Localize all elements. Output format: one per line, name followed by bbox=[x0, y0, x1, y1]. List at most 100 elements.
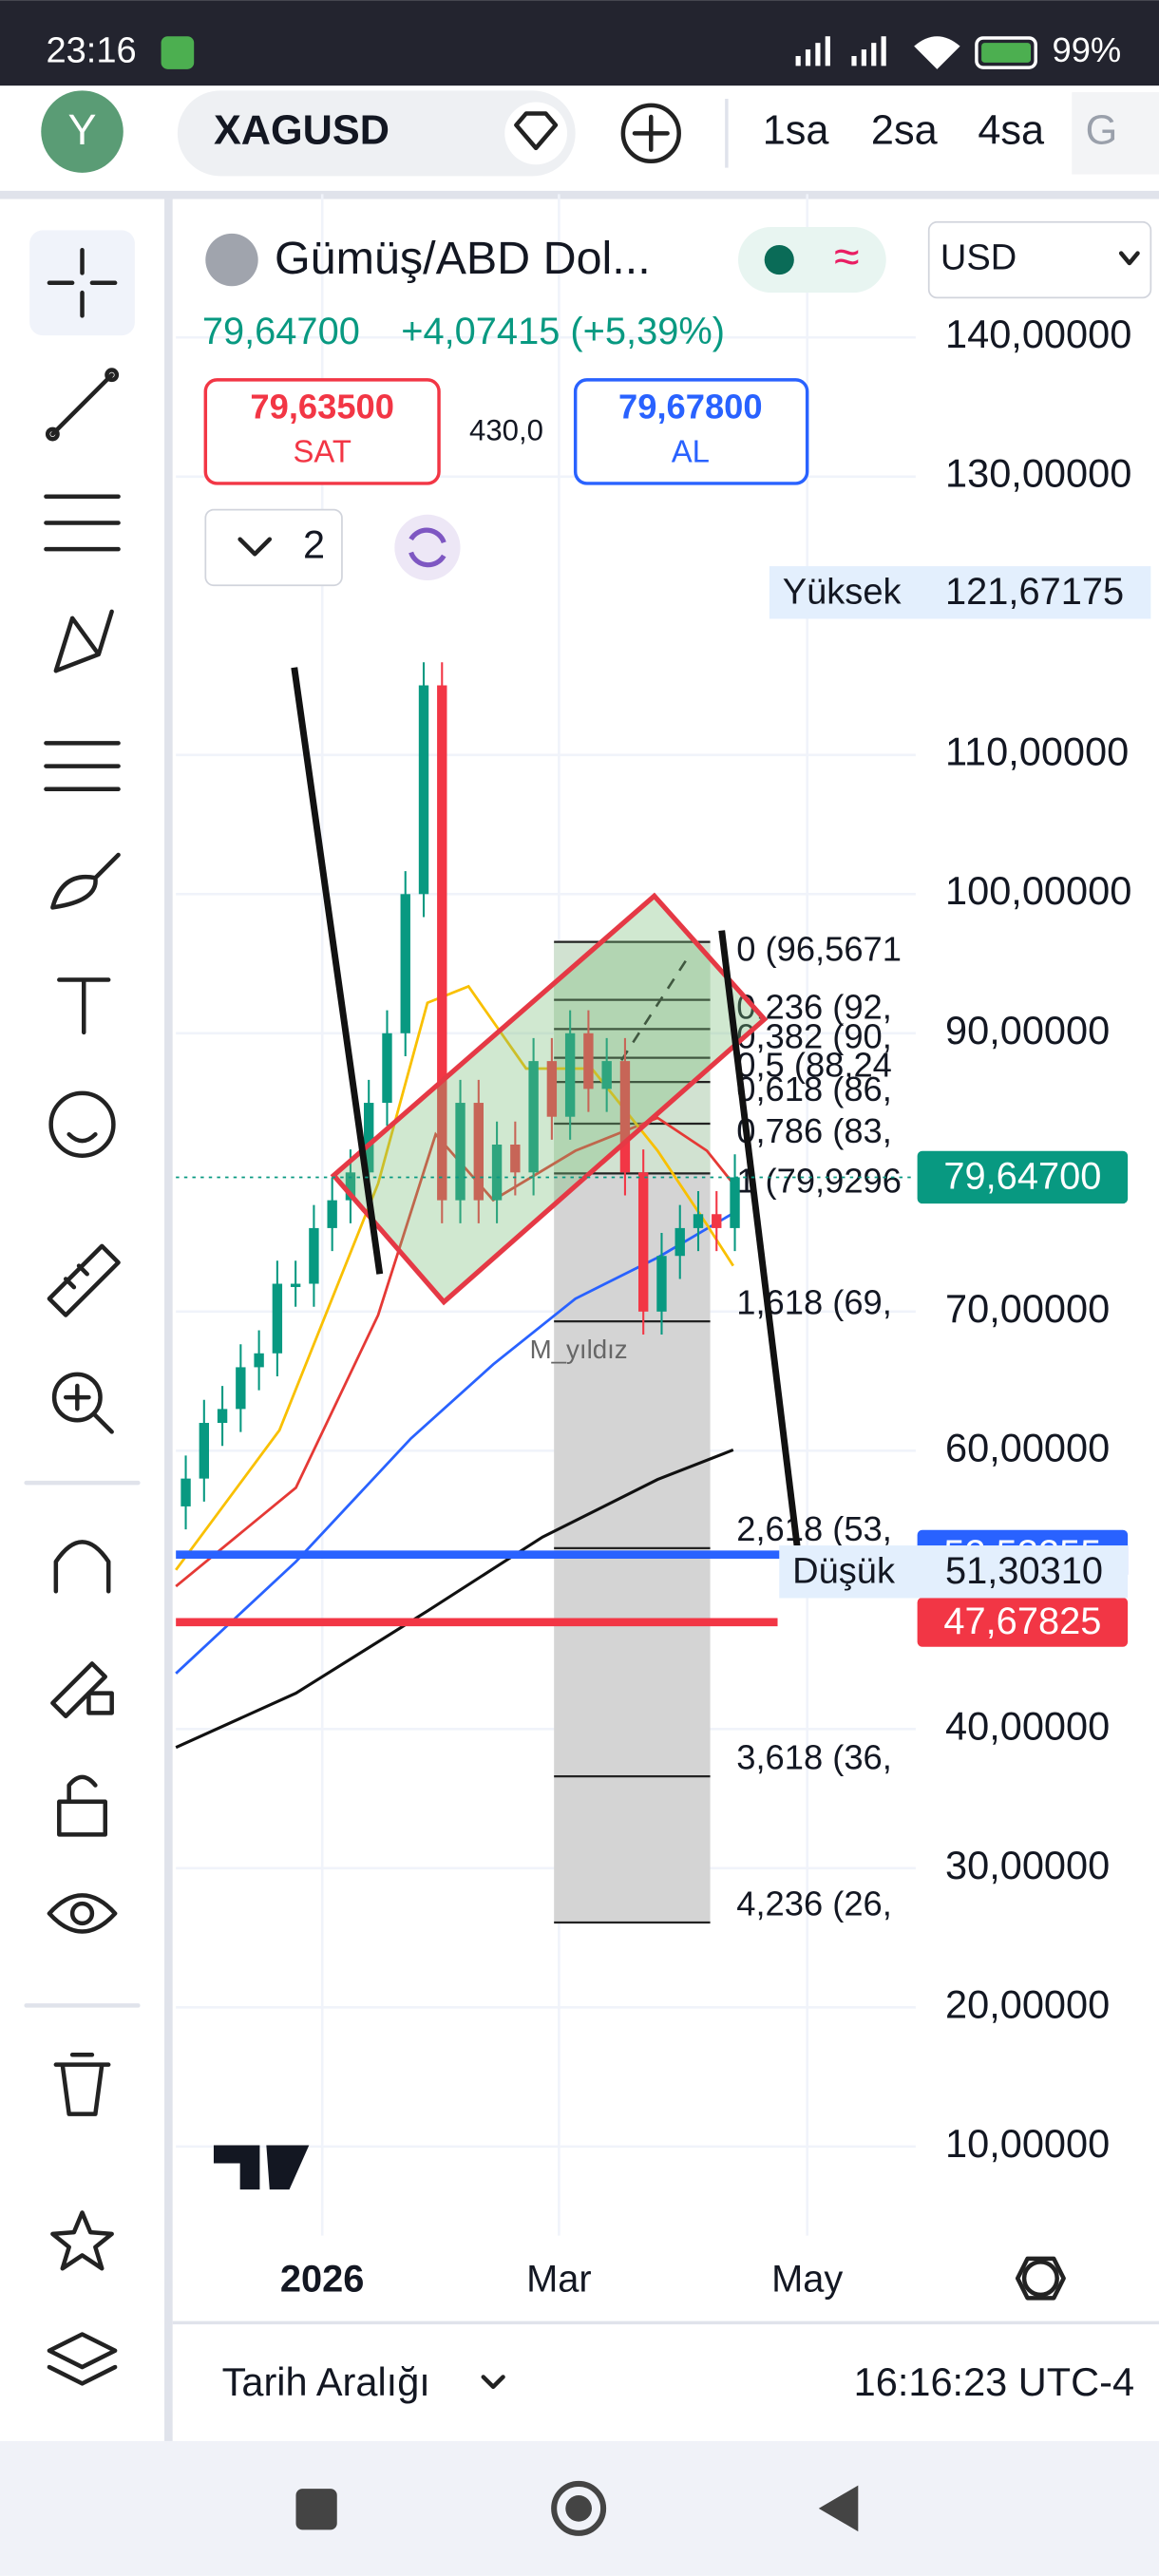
candle bbox=[712, 1214, 722, 1228]
fib-label: 0,5 (88,24 bbox=[736, 1046, 892, 1085]
y-tick-label: 20,00000 bbox=[945, 1981, 1110, 2026]
signal-icons bbox=[795, 36, 1037, 69]
buy-label: AL bbox=[672, 433, 710, 468]
layout-toggle[interactable] bbox=[204, 508, 343, 587]
candle bbox=[437, 685, 447, 1201]
fib-label: 1 (79,9296 bbox=[736, 1161, 902, 1200]
chevron bbox=[1118, 251, 1140, 266]
candle bbox=[510, 1145, 521, 1173]
clock: 23:16 bbox=[46, 31, 136, 71]
trend-line bbox=[291, 667, 384, 1275]
candle bbox=[290, 1283, 301, 1287]
y-tick-label: 130,00000 bbox=[945, 451, 1131, 496]
date-range[interactable]: Tarih Aralığı bbox=[222, 2359, 430, 2404]
candle bbox=[491, 1145, 503, 1201]
toolbar-divider bbox=[164, 199, 173, 2441]
candle bbox=[564, 1032, 576, 1117]
candle bbox=[254, 1353, 264, 1368]
x-axis: 2026 Mar May bbox=[280, 2259, 843, 2301]
plus-icon bbox=[632, 114, 670, 152]
interval-fade bbox=[1072, 92, 1159, 175]
price-tag bbox=[917, 1150, 1129, 1204]
candle bbox=[730, 1177, 740, 1228]
ma-black bbox=[175, 1449, 734, 1750]
chevron bbox=[238, 537, 273, 557]
back-button[interactable] bbox=[818, 2485, 859, 2532]
market-open-dot bbox=[764, 245, 794, 275]
settings-button[interactable] bbox=[1021, 2260, 1059, 2298]
candle bbox=[674, 1227, 685, 1257]
replay-icon bbox=[408, 527, 446, 568]
fib-label: 0 (96,5671 bbox=[736, 930, 902, 969]
fib-label: 0,786 (83, bbox=[736, 1111, 892, 1150]
recent-apps[interactable] bbox=[295, 2489, 337, 2530]
intervals: 1sa 2sa 4sa G bbox=[763, 92, 1159, 175]
watermark-author: M_yıldız bbox=[530, 1335, 628, 1364]
candle bbox=[327, 1200, 337, 1228]
symbol-search[interactable] bbox=[177, 90, 576, 177]
fib-label: 0,618 (86, bbox=[736, 1070, 892, 1108]
price-tag-label: 79,64700 bbox=[943, 1156, 1101, 1198]
candle bbox=[364, 1103, 374, 1173]
buy-price: 79,67800 bbox=[618, 388, 763, 426]
x-tick-label: 2026 bbox=[280, 2259, 365, 2301]
spread: 430,0 bbox=[469, 413, 543, 446]
y-tick-label: 30,00000 bbox=[945, 1843, 1110, 1887]
add-button[interactable] bbox=[620, 103, 681, 163]
sell-button[interactable] bbox=[203, 378, 441, 485]
buy-button[interactable] bbox=[573, 378, 809, 485]
y-tick-label: 70,00000 bbox=[945, 1286, 1110, 1331]
interval[interactable]: 4sa bbox=[978, 108, 1045, 154]
y-tick-label: 10,00000 bbox=[945, 2121, 1110, 2166]
low-tag bbox=[779, 1545, 1129, 1599]
settings-icon bbox=[1015, 2256, 1066, 2301]
home-button[interactable] bbox=[551, 2480, 607, 2536]
fib-label: 3,618 (36, bbox=[736, 1737, 892, 1776]
y-tick-label: 140,00000 bbox=[945, 312, 1131, 356]
tradingview-logo bbox=[213, 2145, 310, 2190]
replay-button[interactable] bbox=[394, 514, 461, 581]
y-tick-label: 40,00000 bbox=[945, 1703, 1110, 1748]
fib-label: 4,236 (26, bbox=[736, 1884, 892, 1923]
candle bbox=[455, 1103, 466, 1201]
avatar[interactable] bbox=[41, 90, 124, 173]
price-tag bbox=[917, 1597, 1129, 1647]
diamond-icon bbox=[514, 111, 559, 151]
chart-title: Gümüş/ABD Dol... bbox=[275, 233, 651, 284]
candle bbox=[693, 1214, 704, 1228]
high-tag bbox=[769, 566, 1151, 619]
sell-label: SAT bbox=[293, 433, 351, 468]
y-tick-label: 60,00000 bbox=[945, 1425, 1110, 1469]
indicator-icon: ≈ bbox=[834, 231, 860, 282]
sell-price: 79,63500 bbox=[250, 388, 394, 426]
time-zone-clock: 16:16:23 UTC-4 bbox=[854, 2359, 1134, 2404]
drawing-tools bbox=[24, 247, 141, 2386]
candle bbox=[400, 894, 410, 1033]
candle bbox=[583, 1032, 594, 1089]
candle bbox=[309, 1227, 319, 1284]
candle bbox=[528, 1061, 539, 1173]
interval[interactable]: 2sa bbox=[871, 108, 939, 154]
currency: USD bbox=[940, 238, 1016, 278]
y-tick-label: 90,00000 bbox=[945, 1008, 1110, 1052]
candle bbox=[272, 1283, 283, 1354]
x-tick-label: May bbox=[771, 2259, 843, 2301]
interval[interactable]: G bbox=[1086, 108, 1118, 154]
channel bbox=[330, 892, 769, 1306]
interval[interactable]: 1sa bbox=[763, 108, 830, 154]
candle bbox=[546, 1061, 558, 1117]
candle bbox=[638, 1172, 649, 1312]
trend-line bbox=[718, 930, 806, 1589]
avatar-letter: Y bbox=[68, 105, 97, 154]
candle bbox=[601, 1061, 612, 1089]
battery: 99% bbox=[1053, 30, 1122, 69]
status-pill[interactable] bbox=[737, 226, 886, 294]
layout-count: 2 bbox=[303, 521, 325, 566]
candle bbox=[656, 1256, 667, 1312]
candle bbox=[345, 1172, 356, 1201]
candle bbox=[199, 1423, 210, 1479]
x-tick-label: Mar bbox=[526, 2259, 592, 2301]
y-tick-label: 110,00000 bbox=[945, 729, 1129, 774]
crosshair-tool[interactable] bbox=[29, 230, 135, 336]
currency-select[interactable] bbox=[927, 220, 1152, 299]
